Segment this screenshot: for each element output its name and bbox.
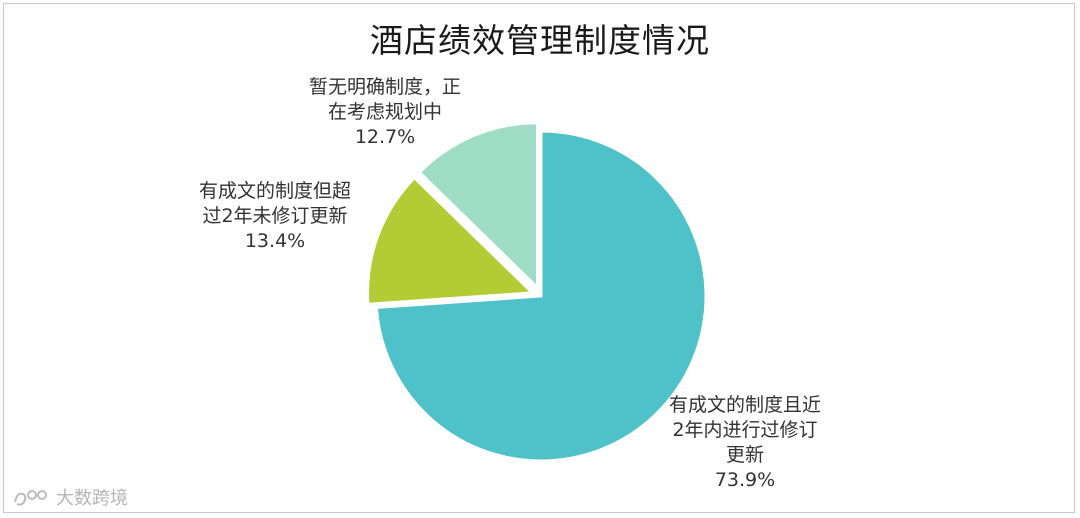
slice-label-line: 在考虑规划中 (327, 101, 442, 123)
slice-label-line: 更新 (725, 444, 764, 466)
slice-value-label: 12.7% (354, 126, 416, 148)
watermark: 大数跨境 (12, 484, 128, 510)
pie-slice-revised-within-2-years (374, 129, 708, 463)
slice-label-revised-within-2-years: 有成文的制度且近 2年内进行过修订 更新 73.9% (635, 393, 855, 493)
pie-slice-not-revised-over-2-years (366, 175, 536, 306)
slice-label-line: 暂无明确制度，正 (308, 76, 461, 98)
slice-label-line: 有成文的制度但超 (198, 180, 351, 202)
slice-label-no-clear-system: 暂无明确制度，正 在考虑规划中 12.7% (280, 75, 490, 150)
watermark-logo-icon (14, 490, 47, 506)
pie-slice-no-clear-system (417, 121, 540, 292)
slice-label-line: 过2年未修订更新 (202, 205, 348, 227)
slice-value-label: 13.4% (244, 230, 306, 252)
slice-label-line: 有成文的制度且近 (668, 394, 821, 416)
watermark-text: 大数跨境 (56, 488, 128, 509)
slice-label-not-revised-over-2-years: 有成文的制度但超 过2年未修订更新 13.4% (170, 179, 380, 254)
slice-label-line: 2年内进行过修订 (672, 419, 818, 441)
chart-title: 酒店绩效管理制度情况 (370, 21, 710, 60)
slice-value-label: 73.9% (714, 469, 776, 491)
